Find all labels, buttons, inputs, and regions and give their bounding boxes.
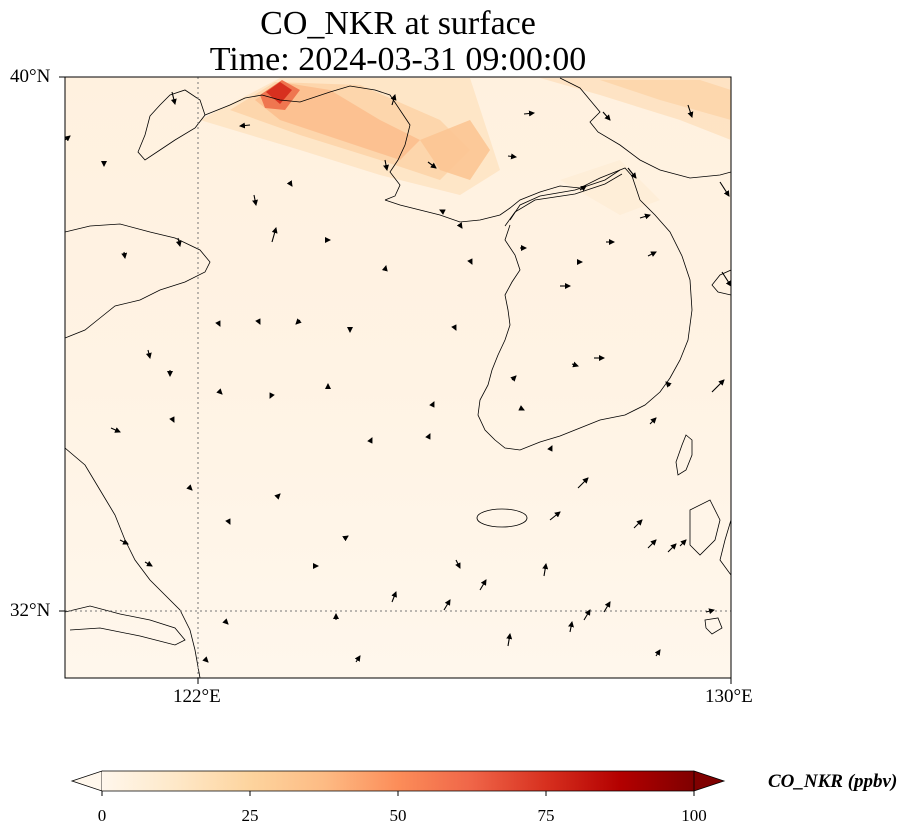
wind-arrow: [523, 110, 535, 117]
wind-arrow: [186, 484, 193, 491]
wind-arrow: [255, 318, 261, 325]
wind-arrow: [577, 477, 589, 489]
wind-arrow: [506, 633, 513, 647]
wind-arrow: [391, 591, 397, 603]
wind-arrow: [425, 433, 431, 440]
wind-arrow: [443, 599, 451, 611]
lon-tick-label: 122°E: [173, 686, 221, 707]
wind-arrow: [169, 416, 175, 423]
wind-arrow: [510, 375, 517, 382]
wind-arrow: [381, 265, 388, 272]
wind-arrow: [429, 401, 435, 408]
wind-arrow: [639, 213, 651, 220]
wind-arrow: [354, 655, 361, 663]
wind-arrow: [175, 237, 182, 247]
wind-arrow: [654, 649, 661, 657]
colorbar-extend-max: [693, 770, 726, 792]
lon-tick-label: 130°E: [705, 686, 753, 707]
wind-arrow: [479, 579, 487, 591]
wind-arrow: [602, 111, 611, 121]
colorbar-tick-label: 0: [97, 806, 107, 825]
map-title: CO_NKR at surface: [260, 5, 536, 42]
wind-arrow: [721, 271, 731, 287]
colorbar-gradient: [102, 771, 694, 791]
wind-arrow: [649, 417, 657, 425]
wind-arrow: [239, 122, 251, 129]
wind-arrow: [427, 161, 437, 169]
wind-arrow: [579, 185, 587, 192]
wind-arrow: [170, 91, 177, 105]
wind-arrow: [467, 258, 473, 265]
wind-arrow: [583, 609, 591, 621]
wind-arrow: [455, 559, 461, 569]
colorbar-label: CO_NKR (ppbv): [768, 771, 898, 792]
wind-arrow: [65, 135, 71, 142]
wind-arrow: [549, 511, 561, 521]
wind-arrow: [456, 222, 463, 229]
coastlines: [65, 77, 731, 678]
wind-arrow: [295, 318, 302, 325]
colorbar-tick-label: 75: [537, 806, 555, 825]
lat-tick-label: 40°N: [10, 66, 51, 87]
wind-arrow: [679, 539, 687, 547]
wind-arrow: [667, 543, 677, 553]
wind-arrow: [367, 437, 373, 444]
wind-arrow: [145, 349, 152, 359]
wind-arrow: [216, 388, 223, 395]
wind-arrow: [571, 361, 579, 368]
wind-arrow: [271, 227, 278, 243]
wind-arrow: [215, 320, 221, 327]
wind-arrow: [633, 519, 643, 529]
wind-arrow: [144, 560, 153, 567]
colorbar-extend-min: [70, 770, 103, 792]
wind-arrow: [647, 539, 657, 549]
wind-arrow: [274, 493, 281, 500]
wind-arrow: [269, 392, 275, 399]
wind-arrow: [383, 159, 389, 171]
wind-arrow: [711, 379, 725, 393]
wind-arrow: [121, 251, 128, 259]
wind-arrow: [719, 181, 730, 197]
colorbar: [70, 770, 726, 796]
wind-arrow: [202, 656, 209, 663]
wind-arrow: [390, 94, 397, 106]
gridlines: [65, 77, 731, 678]
wind-arrow: [119, 539, 129, 545]
wind-arrow: [542, 563, 549, 577]
wind-arrow: [222, 618, 229, 625]
lat-tick-label: 32°N: [10, 600, 51, 621]
wind-arrow: [439, 209, 446, 215]
co-plume: [200, 78, 731, 215]
map-frame: [64, 76, 732, 679]
wind-arrow: [705, 608, 715, 615]
wind-arrow: [507, 153, 517, 160]
wind-arrow: [451, 324, 457, 331]
wind-arrow: [286, 180, 293, 187]
map-time: Time: 2024-03-31 09:00:00: [209, 41, 587, 78]
wind-arrow: [568, 621, 574, 633]
wind-arrow: [603, 601, 611, 613]
wind-arrow: [627, 167, 637, 179]
wind-arrow: [665, 381, 672, 388]
wind-arrow: [342, 535, 349, 542]
wind-arrow: [110, 427, 121, 433]
wind-arrow: [687, 104, 694, 118]
colorbar-tick-label: 50: [389, 806, 407, 825]
wind-vectors: [65, 91, 731, 663]
colorbar-tick-label: 100: [681, 806, 707, 825]
wind-arrow: [252, 194, 258, 206]
colorbar-tick-label: 25: [241, 806, 259, 825]
wind-arrow: [647, 251, 657, 257]
map-panel: [59, 76, 732, 684]
wind-arrow: [547, 445, 553, 452]
wind-arrow: [518, 405, 525, 411]
wind-arrow: [225, 518, 231, 525]
